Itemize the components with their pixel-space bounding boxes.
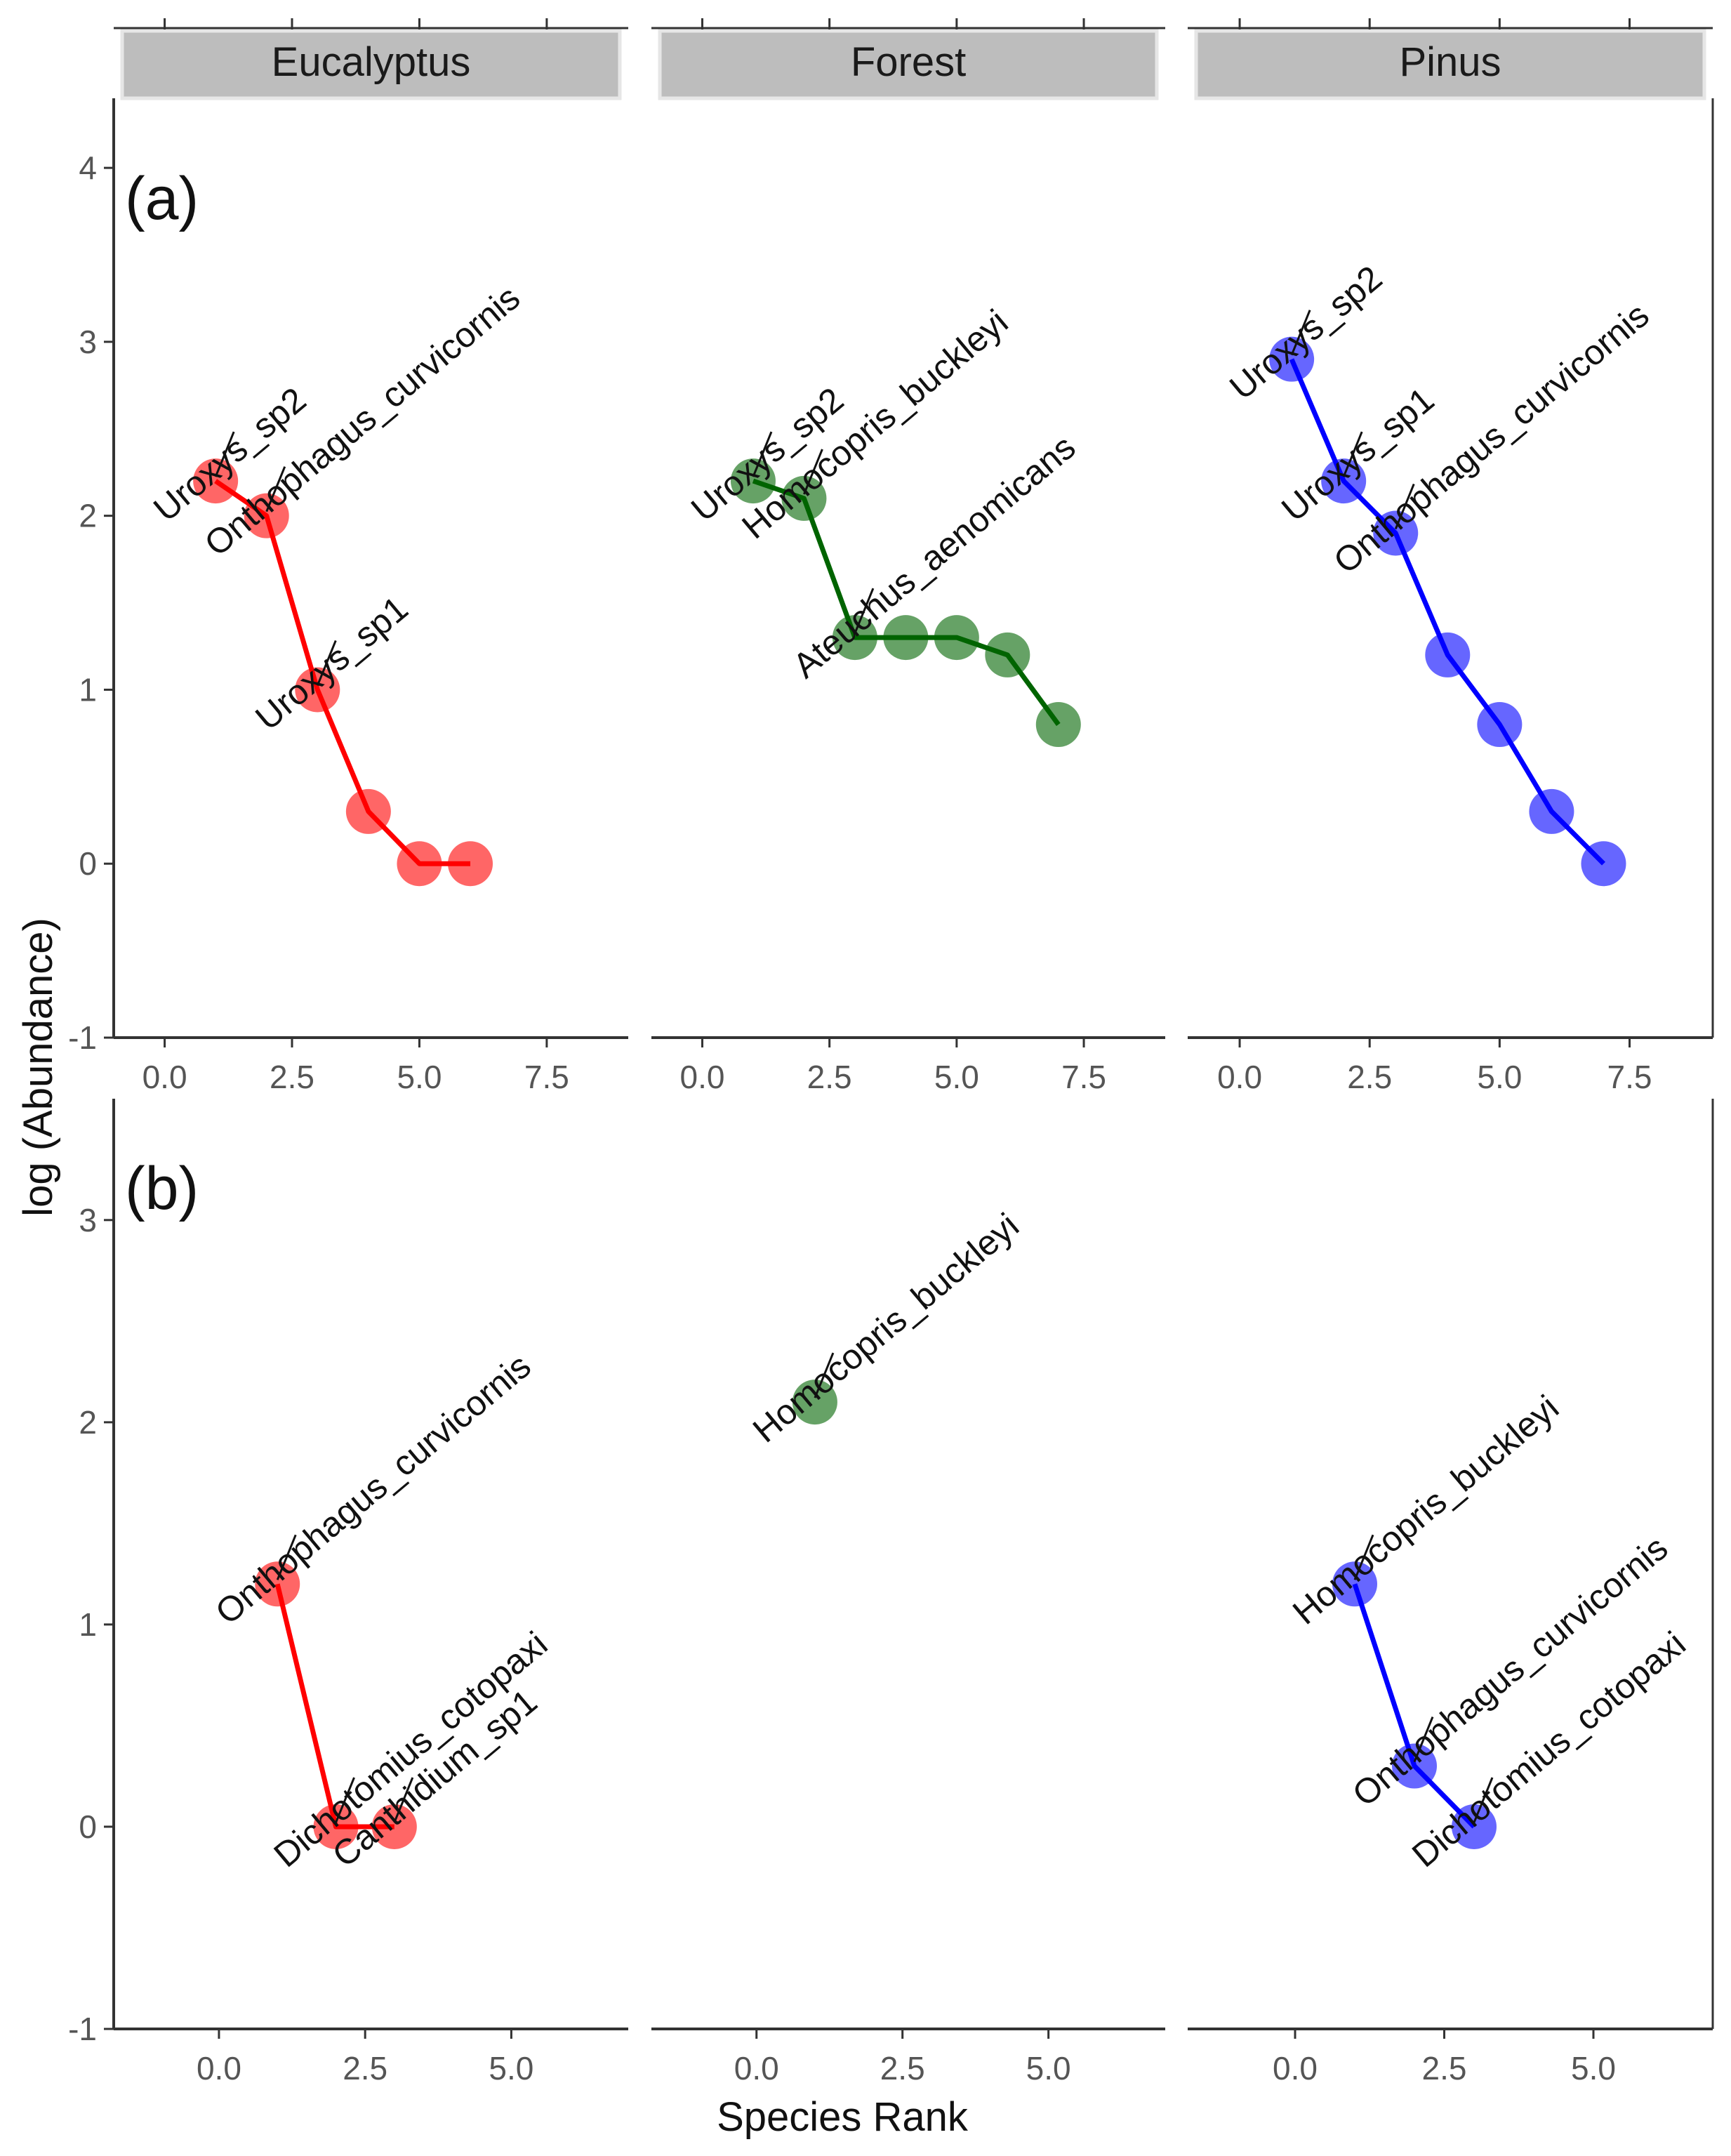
data-point-eucalyptus <box>244 493 289 538</box>
x-tick-label: 7.5 <box>1061 1059 1106 1095</box>
label-leader-line <box>393 1777 414 1823</box>
label-leader-line <box>1353 1534 1374 1580</box>
point-label: Onthophagus_curvicornis <box>208 1346 538 1632</box>
facet-strip-pinus <box>1194 29 1706 100</box>
data-point-pinus <box>1452 1804 1497 1849</box>
x-tick-label: 2.5 <box>1422 2050 1467 2086</box>
label-leader-line <box>1413 1716 1434 1763</box>
label-leader-line <box>1473 1777 1494 1823</box>
point-label: Homocopris_buckleyi <box>745 1205 1026 1450</box>
y-tick-label: 0 <box>79 845 97 882</box>
x-tick-label: 0.0 <box>142 1059 187 1095</box>
data-point-forest <box>1035 702 1081 747</box>
data-point-eucalyptus <box>255 1561 300 1607</box>
data-point-pinus <box>1425 632 1471 677</box>
data-point-pinus <box>1373 510 1419 556</box>
data-point-forest <box>781 475 827 521</box>
facet-label-eucalyptus: Eucalyptus <box>272 39 471 85</box>
y-axis-title: log (Abundance) <box>15 918 61 1217</box>
data-point-pinus <box>1581 841 1626 887</box>
data-point-eucalyptus <box>345 788 391 834</box>
x-tick-label: 2.5 <box>343 2050 387 2086</box>
y-tick-label: 1 <box>79 671 97 708</box>
x-tick-label: 0.0 <box>679 1059 724 1095</box>
data-point-forest <box>985 632 1030 677</box>
label-leader-line <box>276 1534 297 1580</box>
facet-strip-forest <box>658 29 1159 100</box>
y-tick-label: -1 <box>68 2011 97 2047</box>
x-tick-label: 5.0 <box>397 1059 442 1095</box>
data-point-eucalyptus <box>448 841 493 887</box>
data-point-eucalyptus <box>193 458 239 504</box>
panel-tag-1: (a) <box>125 165 199 232</box>
series-line-pinus <box>1289 358 1605 866</box>
data-point-forest <box>883 615 929 661</box>
x-tick-label: 0.0 <box>1217 1059 1262 1095</box>
label-leader-line <box>803 449 823 495</box>
x-tick-label: 7.5 <box>524 1059 569 1095</box>
x-tick-label: 2.5 <box>1347 1059 1392 1095</box>
label-leader-line <box>854 588 875 634</box>
x-axis-title: Species Rank <box>717 2094 969 2140</box>
data-point-pinus <box>1321 458 1367 504</box>
data-point-eucalyptus <box>397 841 442 887</box>
facet-label-forest: Forest <box>851 39 966 85</box>
point-label: Uroxys_sp1 <box>248 588 415 738</box>
x-tick-label: 5.0 <box>1571 2050 1616 2086</box>
data-point-pinus <box>1269 336 1315 382</box>
label-leader-line <box>335 1777 355 1823</box>
data-point-eucalyptus <box>295 667 340 713</box>
y-tick-label: 2 <box>79 498 97 534</box>
data-point-eucalyptus <box>371 1804 417 1849</box>
data-point-pinus <box>1529 788 1574 834</box>
data-point-pinus <box>1332 1561 1377 1607</box>
x-tick-label: 2.5 <box>807 1059 852 1095</box>
x-tick-label: 0.0 <box>1273 2050 1318 2086</box>
data-point-eucalyptus <box>313 1804 359 1849</box>
point-label: Uroxys_sp2 <box>1222 258 1389 407</box>
data-point-forest <box>792 1380 837 1425</box>
label-leader-line <box>214 431 235 477</box>
x-tick-label: 5.0 <box>1477 1059 1522 1095</box>
x-tick-label: 0.0 <box>734 2050 779 2086</box>
x-tick-label: 7.5 <box>1607 1059 1652 1095</box>
label-leader-line <box>1290 310 1311 356</box>
x-tick-label: 5.0 <box>1026 2050 1071 2086</box>
y-tick-label: -1 <box>68 1019 97 1056</box>
data-point-pinus <box>1477 702 1523 747</box>
y-tick-label: 3 <box>79 1202 97 1238</box>
label-leader-line <box>1342 431 1363 477</box>
label-leader-line <box>1394 483 1415 530</box>
data-point-forest <box>934 615 979 661</box>
y-tick-label: 0 <box>79 1808 97 1845</box>
y-tick-label: 2 <box>79 1404 97 1441</box>
data-point-pinus <box>1392 1743 1437 1789</box>
data-point-forest <box>730 458 776 504</box>
x-tick-label: 5.0 <box>489 2050 533 2086</box>
label-leader-line <box>814 1352 835 1398</box>
panel-tag-2: (b) <box>125 1155 199 1222</box>
y-tick-label: 1 <box>79 1606 97 1643</box>
x-tick-label: 2.5 <box>880 2050 925 2086</box>
x-tick-label: 0.0 <box>197 2050 241 2086</box>
x-tick-label: 5.0 <box>934 1059 979 1095</box>
data-point-forest <box>832 615 877 661</box>
facet-label-pinus: Pinus <box>1399 39 1501 85</box>
label-leader-line <box>265 466 286 512</box>
chart-root: Eucalyptus Forest Pinus 4 3 2 1 0 -1 (a) 0.0 2.5 5.0… <box>15 18 1714 2140</box>
label-leader-line <box>752 431 773 477</box>
y-tick-label: 3 <box>79 324 97 360</box>
x-tick-label: 2.5 <box>270 1059 314 1095</box>
y-tick-label: 4 <box>79 150 97 186</box>
point-label: Homocopris_buckleyi <box>1285 1387 1566 1632</box>
facet-strip-eucalyptus <box>120 29 622 100</box>
label-leader-line <box>316 640 337 687</box>
